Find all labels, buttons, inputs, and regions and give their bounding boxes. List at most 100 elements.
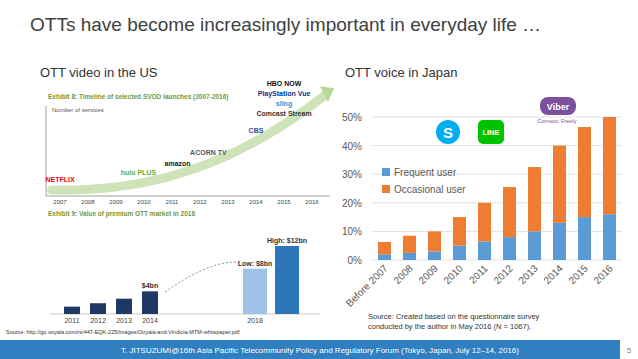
year-label: 2016	[305, 199, 319, 205]
exhibit-title: Exhibit 9: Value of premium OTT market i…	[48, 210, 195, 218]
source-note: Source: http://go.ooyala.com/rs/447-EQK-…	[6, 329, 240, 335]
bar	[603, 117, 616, 214]
footer-band	[0, 340, 620, 359]
x-tick-label: 2016	[591, 262, 615, 286]
x-tick-label: 2015	[566, 262, 590, 286]
data-label: Low: $8bn	[238, 260, 273, 268]
bar	[578, 217, 591, 260]
service-logo: PlayStation Vue	[258, 90, 311, 98]
bar	[116, 299, 132, 314]
line-icon	[478, 120, 504, 144]
bar	[603, 214, 616, 260]
bar	[90, 303, 106, 314]
x-tick-label: 2014	[541, 262, 565, 286]
y-tick-label: 20%	[342, 198, 362, 209]
x-tick-label: 2013	[116, 317, 132, 324]
service-logo: Comcast Stream	[256, 110, 311, 117]
bar	[275, 246, 299, 314]
source-note: Source: Created based on the questionnai…	[368, 312, 540, 321]
dotted-arrow	[165, 262, 240, 292]
data-label: $4bn	[142, 282, 158, 290]
year-label: 2011	[166, 199, 180, 205]
x-tick-label: 2013	[516, 262, 540, 286]
x-tick-label: Before 2007	[344, 262, 391, 309]
bar	[64, 307, 80, 314]
x-tick-label: 2011	[467, 262, 490, 285]
bar	[453, 217, 466, 246]
bar	[553, 146, 566, 223]
bar	[478, 241, 491, 260]
bar	[378, 254, 391, 260]
bars	[64, 246, 299, 314]
year-label: 2012	[193, 199, 207, 205]
y-tick-label: 30%	[342, 169, 362, 180]
source-note: conducted by the author in May 2016 (N =…	[368, 322, 531, 331]
y-tick-label: 0%	[348, 255, 363, 266]
bar	[503, 187, 516, 237]
x-tick-label: 2012	[491, 262, 515, 286]
x-tick-label: 2011	[64, 317, 79, 324]
y-tick-label: 10%	[342, 226, 362, 237]
year-label: 2010	[137, 199, 151, 205]
bars	[378, 117, 616, 260]
icon-note: Connect. Freely	[538, 118, 577, 124]
year-label: 2009	[109, 199, 123, 205]
service-logo: hulu PLUS	[121, 169, 157, 176]
growth-arrow	[52, 94, 326, 190]
service-logo: sling	[276, 100, 292, 108]
axis-label: Number of services	[52, 107, 104, 113]
bar	[428, 231, 441, 251]
y-tick-label: 40%	[342, 141, 362, 152]
year-label: 2008	[81, 199, 95, 205]
bar	[528, 231, 541, 260]
bar	[403, 253, 416, 260]
bar	[428, 251, 441, 260]
viber-icon	[540, 97, 576, 115]
bar	[578, 127, 591, 217]
data-label: High: $12bn	[267, 237, 307, 245]
y-tick-label: 50%	[342, 112, 362, 123]
bar	[403, 236, 416, 253]
slide: OTTs have become increasingly important …	[0, 0, 638, 359]
bar	[453, 246, 466, 260]
service-logo: NETFLIX	[45, 176, 74, 183]
bar	[378, 242, 391, 254]
grid-line	[372, 117, 622, 118]
service-logo: amazon	[165, 160, 191, 167]
legend-swatch	[382, 185, 390, 193]
icon-label: LINE	[482, 128, 499, 137]
x-tick-label: 2018	[247, 317, 263, 324]
legend-swatch	[382, 168, 390, 176]
arrow-head	[320, 86, 334, 102]
footer-text: T. JITSUZUMI@16th Asia Pacific Telecommu…	[121, 346, 519, 355]
panel-heading: OTT video in the US	[40, 65, 158, 80]
exhibit-title: Exhibit 8: Timeline of selected SVOD lau…	[48, 93, 229, 101]
bar	[503, 237, 516, 260]
bar	[528, 167, 541, 231]
service-logo: ACORN TV	[190, 149, 227, 156]
x-tick-label: 2008	[391, 262, 415, 286]
x-tick-label: 2014	[142, 317, 158, 324]
year-label: 2007	[53, 199, 67, 205]
icon-label: Viber	[547, 102, 570, 112]
icon-label: S	[443, 124, 453, 141]
bar	[243, 269, 267, 314]
legend-label: Frequent user	[394, 167, 457, 178]
panel-heading: OTT voice in Japan	[345, 65, 457, 80]
x-tick-label: 2009	[416, 262, 440, 286]
service-logo: HBO NOW	[267, 80, 302, 87]
timeline-x-axis	[46, 196, 330, 197]
x-tick-label: 2010	[441, 262, 465, 286]
service-logo: CBS	[249, 127, 264, 134]
page-number: 5	[627, 346, 632, 355]
slide-title: OTTs have become increasingly important …	[30, 14, 541, 35]
year-label: 2014	[249, 199, 263, 205]
bar	[478, 203, 491, 242]
year-label: 2013	[221, 199, 235, 205]
bar	[553, 223, 566, 260]
skype-icon	[436, 120, 460, 144]
year-label: 2015	[277, 199, 291, 205]
bar	[142, 291, 158, 314]
x-tick-label: 2012	[90, 317, 106, 324]
legend-label: Occasional user	[394, 184, 466, 195]
